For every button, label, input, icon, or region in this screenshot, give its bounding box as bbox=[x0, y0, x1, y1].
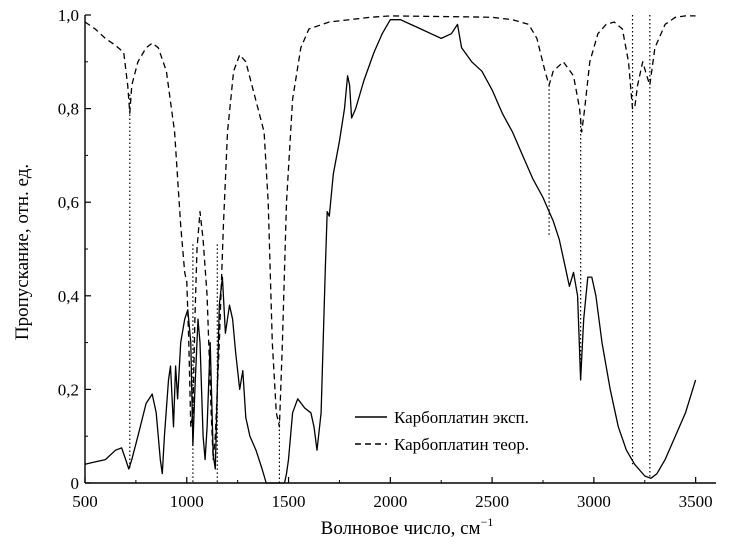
tick-labels: 500 1000 1500 2000 2500 3000 3500 0 0,2 0,4 0,6 0,8… bbox=[58, 6, 713, 511]
legend-label-theor: Карбоплатин теор. bbox=[394, 435, 529, 454]
series-lines bbox=[84, 15, 697, 484]
x-axis-label: Волновое число, см−1 bbox=[321, 515, 494, 539]
x-tick-label: 1500 bbox=[272, 492, 306, 511]
y-tick-label: 1,0 bbox=[58, 6, 79, 25]
x-tick-label: 2500 bbox=[475, 492, 509, 511]
y-tick-label: 0 bbox=[71, 474, 80, 493]
x-tick-label: 1000 bbox=[170, 492, 204, 511]
y-tick-label: 0,6 bbox=[58, 193, 79, 212]
x-tick-label: 500 bbox=[72, 492, 98, 511]
y-tick-label: 0,8 bbox=[58, 100, 79, 119]
series-line-experimental bbox=[84, 19, 697, 484]
legend-label-exp: Карбоплатин эксп. bbox=[394, 408, 529, 427]
y-axis-label: Пропускание, отн. ед. bbox=[12, 164, 33, 340]
series-line-theoretical bbox=[84, 15, 696, 461]
x-tick-label: 3000 bbox=[577, 492, 611, 511]
legend: Карбоплатин эксп. Карбоплатин теор. bbox=[355, 408, 529, 454]
y-tick-label: 0,4 bbox=[58, 287, 80, 306]
x-tick-label: 2000 bbox=[373, 492, 407, 511]
y-tick-label: 0,2 bbox=[58, 380, 79, 399]
x-tick-label: 3500 bbox=[679, 492, 713, 511]
